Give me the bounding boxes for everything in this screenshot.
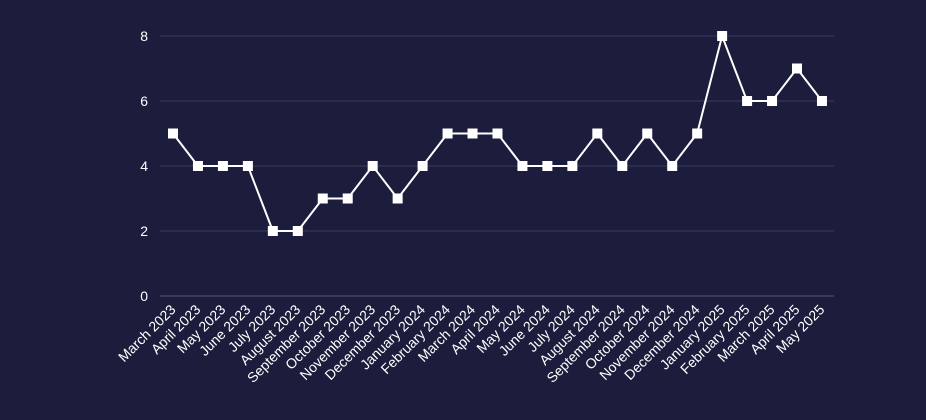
data-point-marker [692, 128, 703, 139]
y-tick-label-0: 0 [140, 288, 148, 304]
y-tick-label-8: 8 [140, 28, 148, 44]
data-point-marker [367, 161, 378, 171]
data-point-marker [417, 161, 428, 171]
data-point-marker [816, 96, 827, 106]
data-point-marker [542, 161, 553, 171]
data-point-marker [467, 128, 478, 139]
y-tick-label-2: 2 [140, 223, 148, 239]
data-point-marker [168, 128, 178, 139]
data-point-marker [217, 161, 228, 171]
gridlines [160, 35, 834, 297]
data-point-marker [517, 161, 528, 171]
y-axis-ticks: 0 2 4 6 8 [140, 28, 148, 304]
data-point-marker [742, 96, 753, 106]
data-point-marker [592, 128, 603, 139]
data-point-marker [292, 226, 303, 236]
data-point-marker [642, 128, 653, 139]
data-point-marker [442, 128, 453, 139]
data-point-marker [767, 96, 778, 106]
data-point-marker [192, 161, 203, 171]
series-group [168, 31, 827, 236]
data-point-marker [242, 161, 253, 171]
data-point-marker [617, 161, 628, 171]
data-point-marker [567, 161, 578, 171]
y-tick-label-6: 6 [140, 93, 148, 109]
data-point-marker [317, 193, 328, 204]
data-point-marker [392, 193, 403, 204]
y-tick-label-4: 4 [140, 158, 148, 174]
data-point-marker [342, 193, 353, 204]
data-point-marker [667, 161, 678, 171]
data-point-marker [267, 226, 278, 236]
data-point-marker [492, 128, 503, 139]
data-point-marker [792, 63, 802, 74]
data-point-marker [717, 31, 728, 41]
